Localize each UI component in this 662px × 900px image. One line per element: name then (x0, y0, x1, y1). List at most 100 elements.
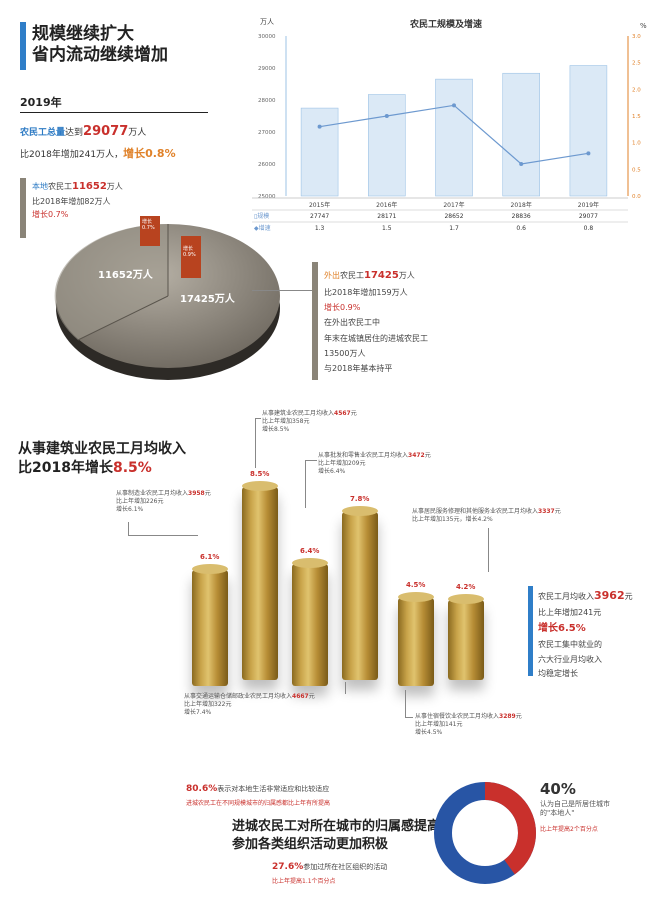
ann-manufacture-l1: 从事制造业农民工月均收入 (116, 490, 189, 497)
ann-hotel-unit: 元 (515, 713, 522, 720)
x-tick-label: 2016年 (376, 201, 397, 209)
income-bar-pct: 8.5% (250, 470, 270, 478)
growth-point-2015年 (317, 124, 322, 129)
pie-leader-line (252, 290, 312, 291)
leader-wholesale (305, 460, 317, 508)
y-left-tick: 26000 (258, 162, 276, 168)
income-bar-top (192, 564, 228, 574)
y-right-tick: 1.0 (632, 141, 641, 147)
local-label: 本地 (32, 182, 48, 191)
ann-resident: 从事居民服务修理和其他服务业农民工月均收入3337元 比上年增加135元，增长4… (412, 508, 561, 524)
income-bar-3: 6.4% (292, 547, 328, 686)
out-accent-bar (312, 262, 318, 380)
x-tick-label: 2018年 (511, 201, 532, 209)
leader-hotel (405, 690, 413, 718)
section2-title: 从事建筑业农民工月均收入 比2018年增长8.5% (18, 440, 186, 478)
ann-manufacture-value: 3958 (188, 490, 205, 497)
pie-out-label: 17425万人 (180, 294, 235, 305)
pie-chart: 11652万人 17425万人 增长0.7% 增长0.9% (48, 200, 288, 394)
section3-title-line2: 参加各类组织活动更加积极 (232, 837, 389, 853)
ann-construction-unit: 元 (350, 410, 357, 417)
belonging-ring (434, 782, 536, 884)
pie-local-tag: 增长0.7% (140, 216, 160, 246)
activity-text: 参加过所在社区组织的活动 (303, 863, 388, 871)
total-change: 比2018年增加241万人，增长0.8% (20, 145, 176, 161)
avg-note-1: 农民工集中就业的 (538, 640, 602, 650)
ann-wholesale-unit: 元 (424, 452, 431, 459)
ann-resident-unit: 元 (554, 508, 561, 515)
income-bar-top (242, 481, 278, 491)
ann-hotel-l3: 增长4.5% (415, 728, 443, 736)
ann-manufacture-unit: 元 (204, 490, 211, 497)
activity-note: 比上年提高1.1个百分点 (272, 878, 336, 885)
local-identity-line2: 的"本地人" (540, 809, 575, 818)
leader-transport (345, 682, 346, 694)
avg-income-block: 农民工月均收入3962元 比上年增加241元 增长6.5% 农民工集中就业的 六… (538, 586, 633, 681)
local-block: 本地农民工11652万人 比2018年增加82万人 增长0.7% (32, 180, 123, 221)
x-tick-label: 2019年 (578, 201, 599, 209)
bar-2019年 (569, 65, 608, 197)
local-identity-line1: 认为自己是所居住城市 (540, 800, 610, 808)
out-change: 比2018年增加159万人 (324, 288, 408, 297)
income-bar-2: 8.5% (242, 470, 278, 680)
ann-construction-l1: 从事建筑业农民工月均收入 (262, 410, 335, 417)
income-bar-pct: 4.2% (456, 583, 476, 591)
out-note-3: 13500万人 (324, 348, 366, 358)
table-cell: 27747 (310, 213, 329, 220)
bar-2015年 (300, 107, 339, 197)
out-text: 农民工 (340, 271, 364, 280)
table-cell: 0.8 (584, 225, 594, 232)
y-left-tick: 28000 (258, 98, 276, 104)
income-bar-4: 7.8% (342, 495, 378, 680)
total-change-text: 比2018年增加241万人， (20, 150, 124, 160)
local-text: 农民工 (48, 182, 72, 191)
local-unit: 万人 (106, 182, 123, 191)
section3-title-line1: 进城农民工对所在城市的归属感提高 (232, 819, 441, 834)
income-bar-pct: 6.1% (200, 553, 220, 561)
ann-construction: 从事建筑业农民工月均收入4567元 比上年增加358元 增长8.5% (262, 410, 357, 433)
adapt-note: 进城农民工在不同规模城市的归属感都比上年有所提高 (186, 800, 331, 807)
section2-title-growth: 8.5% (112, 459, 152, 476)
adapt-line: 80.6%表示对本地生活非常适应和比较适应 (186, 784, 329, 794)
ann-hotel: 从事住宿餐饮业农民工月均收入3289元 比上年增加141元 增长4.5% (415, 713, 522, 736)
leader-manufacture (128, 522, 198, 536)
ann-transport-unit: 元 (308, 693, 315, 700)
income-bar-top (448, 594, 484, 604)
ann-construction-value: 4567 (334, 410, 351, 417)
income-bar-top (292, 558, 328, 568)
ann-resident-l1: 从事居民服务修理和其他服务业农民工月均收入 (412, 508, 539, 515)
local-growth: 增长0.7% (32, 210, 69, 220)
y-left-tick: 29000 (258, 66, 276, 72)
y-right-tick: 1.5 (632, 114, 641, 120)
table-cell: 29077 (579, 213, 598, 220)
ann-wholesale: 从事批发和零售业农民工月均收入3472元 比上年增加209元 增长6.4% (318, 452, 431, 475)
adapt-pct: 80.6% (186, 784, 218, 794)
table-cell: 0.6 (516, 225, 526, 232)
avg-note-3: 均稳定增长 (538, 668, 578, 678)
ann-resident-value: 3337 (538, 508, 555, 515)
avg-change: 比上年增加241元 (538, 607, 602, 617)
ann-manufacture-l3: 增长6.1% (116, 505, 144, 513)
activity-pct: 27.6% (272, 862, 304, 872)
y-left-tick: 30000 (258, 34, 276, 40)
pie-divider-2 (77, 295, 169, 341)
chart-title: 农民工规模及增速 (410, 20, 483, 30)
avg-label: 农民工月均收入 (538, 592, 594, 601)
avg-accent-bar (528, 586, 533, 676)
avg-unit: 元 (624, 592, 633, 601)
table-row-label: ◆增速 (254, 224, 271, 232)
income-bar-pct: 7.8% (350, 495, 370, 503)
section3-title: 进城农民工对所在城市的归属感提高 参加各类组织活动更加积极 (232, 818, 440, 854)
ann-wholesale-l1: 从事批发和零售业农民工月均收入 (318, 452, 409, 459)
year-divider (20, 112, 208, 113)
local-identity-text: 认为自己是所居住城市 的"本地人" (540, 800, 610, 818)
total-label: 农民工总量 (20, 128, 66, 138)
table-cell: 28652 (444, 213, 463, 220)
total-unit: 万人 (128, 128, 147, 138)
income-bar-top (398, 592, 434, 602)
section1-title: 规模继续扩大 省内流动继续增加 (32, 24, 168, 67)
out-unit: 万人 (398, 271, 415, 280)
ring-share (434, 782, 536, 884)
year-label: 2019年 (20, 96, 62, 109)
table-cell: 28171 (377, 213, 396, 220)
